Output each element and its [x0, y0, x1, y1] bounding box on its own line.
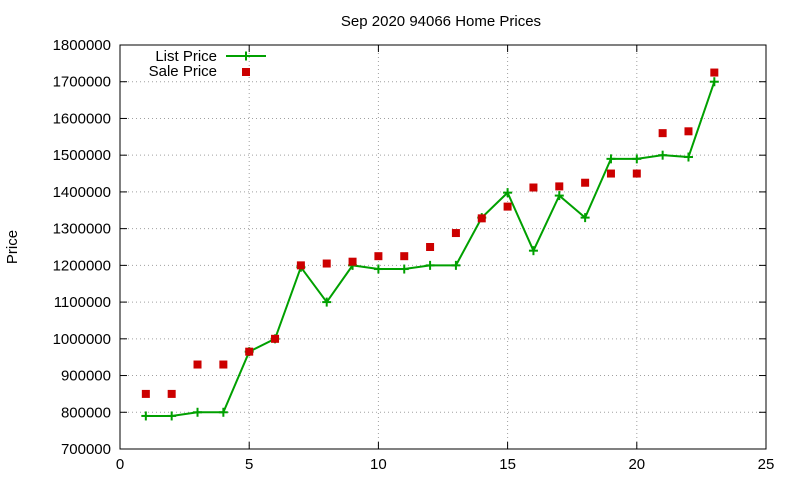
data-point-list-price — [218, 407, 228, 417]
y-tick-label: 800000 — [61, 404, 111, 421]
data-point-sale-price — [219, 360, 228, 369]
data-point-list-price — [193, 407, 203, 417]
data-point-sale-price — [684, 127, 693, 136]
y-tick-label: 700000 — [61, 441, 111, 458]
data-point-sale-price — [193, 360, 202, 369]
data-point-list-price — [451, 260, 461, 270]
series — [141, 68, 719, 421]
data-point-sale-price — [477, 214, 486, 223]
axis-ticks — [119, 44, 767, 450]
chart-title: Sep 2020 94066 Home Prices — [341, 13, 541, 30]
data-point-list-price — [503, 188, 513, 198]
y-tick-label: 900000 — [61, 368, 111, 385]
data-point-list-price — [528, 246, 538, 256]
data-point-sale-price — [606, 169, 615, 178]
data-point-list-price — [399, 264, 409, 274]
data-point-sale-price — [141, 389, 150, 398]
legend-square-sale-price — [242, 68, 250, 76]
legend-label-list-price: List Price — [155, 48, 217, 65]
x-tick-label: 25 — [758, 456, 775, 473]
data-point-sale-price — [271, 334, 280, 343]
y-tick-label: 1600000 — [53, 110, 111, 127]
data-point-sale-price — [296, 261, 305, 270]
data-point-sale-price — [374, 252, 383, 261]
plot-frame — [119, 44, 767, 450]
data-point-sale-price — [555, 182, 564, 191]
x-tick-label: 0 — [116, 456, 124, 473]
data-point-list-price — [373, 264, 383, 274]
data-point-list-price — [709, 77, 719, 87]
data-point-list-price — [322, 297, 332, 307]
y-tick-label: 1100000 — [54, 294, 111, 311]
x-tick-label: 5 — [245, 456, 253, 473]
data-point-list-price — [658, 150, 668, 160]
y-tick-label: 1400000 — [53, 184, 111, 201]
x-axis-tick-labels: 0 5 10 15 20 25 — [116, 456, 775, 473]
y-axis-tick-labels: 700000 800000 900000 1000000 1100000 1200000 1… — [53, 37, 111, 458]
data-point-sale-price — [322, 259, 331, 268]
legend-label-sale-price: Sale Price — [149, 63, 217, 80]
y-tick-label: 1800000 — [53, 37, 111, 54]
data-point-sale-price — [581, 178, 590, 187]
y-tick-label: 1700000 — [53, 74, 111, 91]
y-tick-label: 1300000 — [53, 221, 111, 238]
data-point-list-price — [167, 411, 177, 421]
data-point-sale-price — [167, 389, 176, 398]
data-point-sale-price — [710, 68, 719, 77]
data-point-sale-price — [245, 347, 254, 356]
data-point-list-price — [141, 411, 151, 421]
data-point-sale-price — [400, 252, 409, 261]
data-point-sale-price — [529, 183, 538, 192]
data-point-sale-price — [632, 169, 641, 178]
x-tick-label: 15 — [499, 456, 516, 473]
data-point-list-price — [580, 213, 590, 223]
data-point-sale-price — [426, 243, 435, 251]
data-point-sale-price — [503, 202, 512, 211]
y-tick-label: 1200000 — [53, 257, 111, 274]
grid-lines — [120, 45, 766, 449]
legend: List Price Sale Price — [149, 48, 266, 80]
data-point-list-price — [425, 260, 435, 270]
data-point-sale-price — [348, 257, 357, 266]
data-point-list-price — [554, 191, 564, 201]
x-tick-label: 10 — [370, 456, 387, 473]
y-axis-label: Price — [4, 230, 21, 264]
data-point-list-price — [606, 154, 616, 164]
data-point-list-price — [683, 152, 693, 162]
y-tick-label: 1500000 — [53, 147, 111, 164]
data-point-list-price — [632, 154, 642, 164]
data-point-sale-price — [451, 229, 460, 238]
y-tick-label: 1000000 — [53, 331, 111, 348]
x-tick-label: 20 — [628, 456, 645, 473]
legend-marker-list-price — [226, 51, 266, 61]
legend-marker-sale-price — [242, 68, 250, 76]
data-point-sale-price — [658, 129, 667, 138]
